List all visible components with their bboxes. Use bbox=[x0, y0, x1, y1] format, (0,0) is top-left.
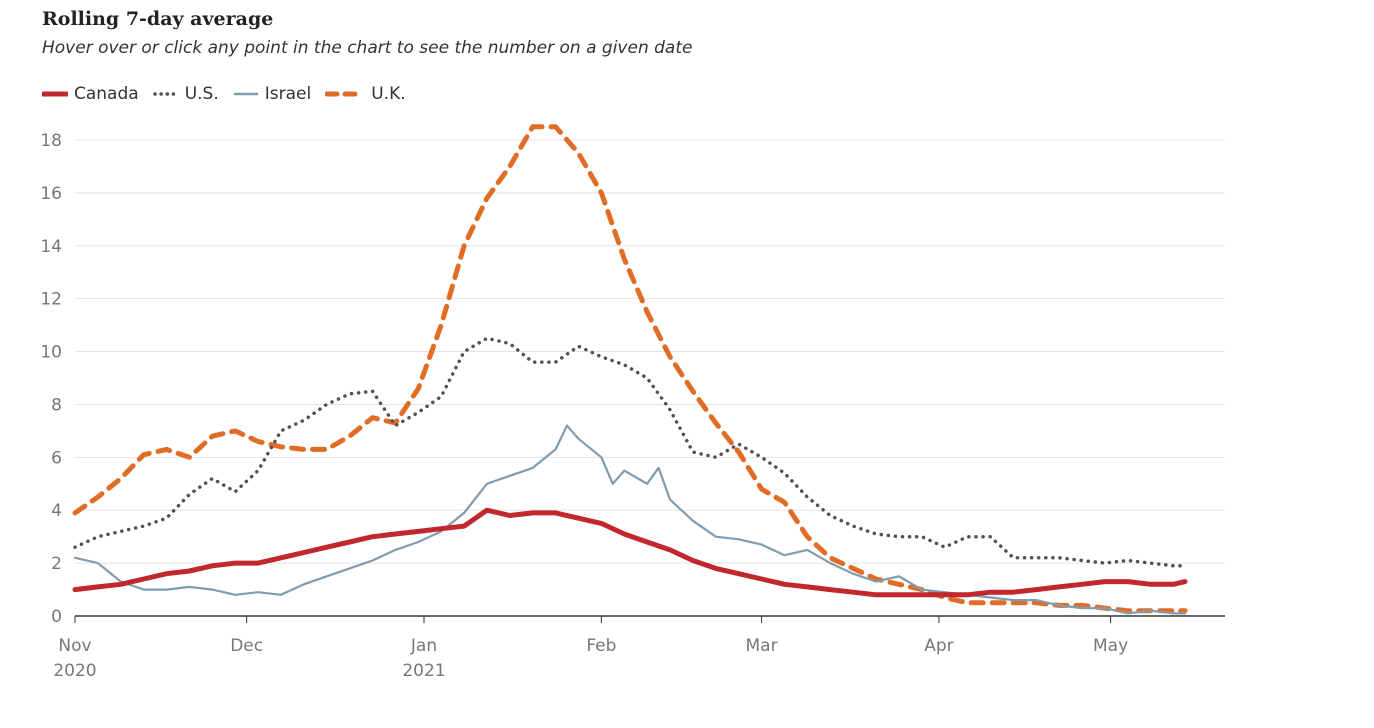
series-line-uk[interactable] bbox=[72, 124, 1188, 614]
axes: 0 2 4 6 8 10 12 14 16 18 Nov 2020 Dec Jan 2021 Feb Mar Ap… bbox=[40, 131, 1225, 681]
legend-swatch-us bbox=[152, 92, 179, 96]
legend-item-israel[interactable]: Israel bbox=[233, 84, 311, 104]
x-tick-label-mar: Mar bbox=[746, 636, 778, 656]
series-line-us[interactable] bbox=[73, 336, 1187, 568]
x-tick-label-jan: Jan bbox=[410, 636, 437, 656]
legend-label-us: U.S. bbox=[184, 84, 219, 104]
legend-item-us[interactable]: U.S. bbox=[152, 84, 219, 104]
legend-swatch-uk bbox=[325, 91, 366, 97]
chart-subtitle: Hover over or click any point in the cha… bbox=[42, 38, 693, 58]
x-tick-label-dec: Dec bbox=[230, 636, 263, 656]
y-tick-label-14: 14 bbox=[40, 237, 62, 257]
series-line-canada[interactable] bbox=[72, 507, 1188, 598]
legend-item-uk[interactable]: U.K. bbox=[325, 84, 406, 104]
x-tick-label-feb: Feb bbox=[586, 636, 616, 656]
x-tick-label-apr: Apr bbox=[924, 636, 953, 656]
x-tick-label-nov: Nov bbox=[58, 636, 91, 656]
y-tick-label-8: 8 bbox=[51, 395, 62, 415]
y-tick-label-4: 4 bbox=[51, 501, 62, 521]
y-tick-label-18: 18 bbox=[40, 131, 62, 151]
y-tick-label-12: 12 bbox=[40, 290, 62, 310]
legend-swatch-canada bbox=[42, 91, 68, 97]
x-tick-label-may: May bbox=[1093, 636, 1128, 656]
x-tick-sublabel-2020: 2020 bbox=[53, 661, 96, 681]
legend: Canada U.S. Israel U.K. bbox=[42, 84, 420, 104]
legend-item-canada[interactable]: Canada bbox=[42, 84, 139, 104]
legend-label-canada: Canada bbox=[74, 84, 139, 104]
series-lines[interactable] bbox=[72, 124, 1188, 615]
legend-label-uk: U.K. bbox=[371, 84, 406, 104]
y-tick-label-0: 0 bbox=[51, 607, 62, 627]
y-tick-label-16: 16 bbox=[40, 184, 62, 204]
series-line-israel[interactable] bbox=[73, 424, 1187, 615]
x-tick-sublabel-2021: 2021 bbox=[402, 661, 445, 681]
legend-swatch-israel bbox=[233, 92, 258, 96]
chart-title: Rolling 7-day average bbox=[42, 8, 274, 30]
legend-label-israel: Israel bbox=[264, 84, 312, 104]
y-tick-label-6: 6 bbox=[51, 448, 62, 468]
y-tick-label-10: 10 bbox=[40, 343, 62, 363]
gridlines bbox=[75, 139, 1225, 564]
y-tick-label-2: 2 bbox=[51, 554, 62, 574]
